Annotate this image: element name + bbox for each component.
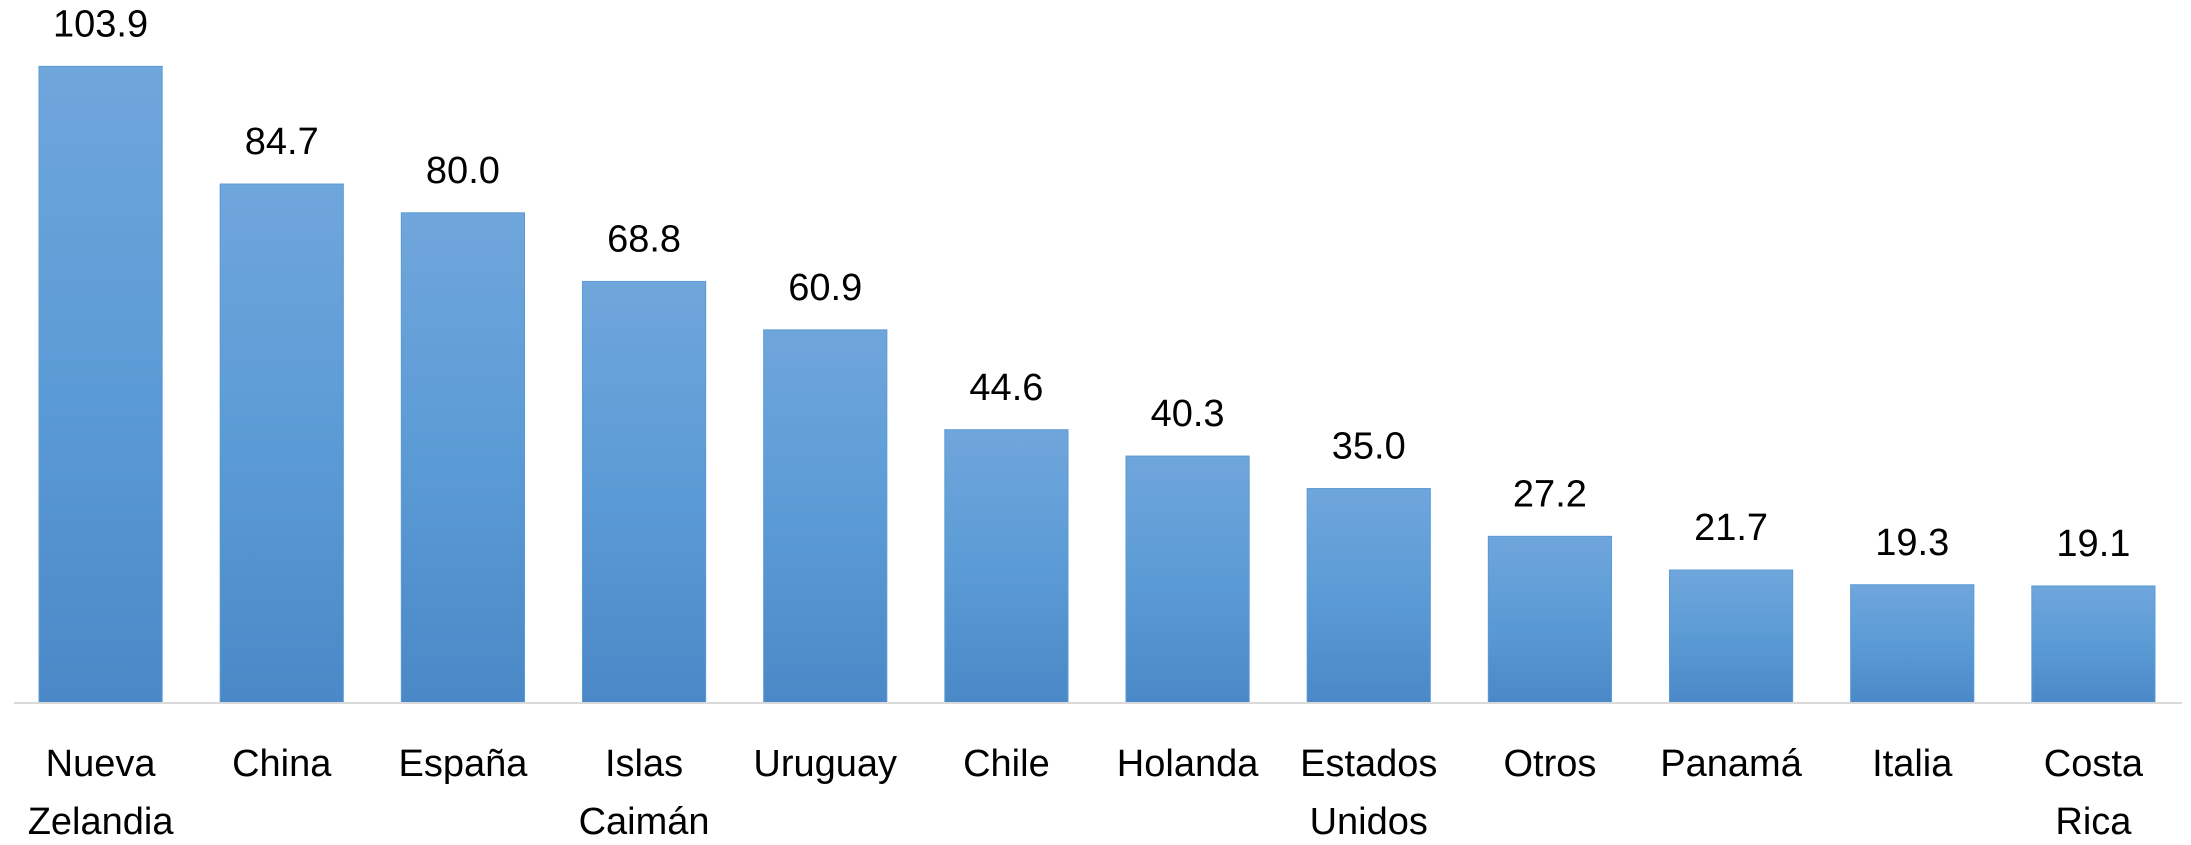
x-tick-label: España xyxy=(398,743,528,785)
bar xyxy=(219,183,344,704)
bar xyxy=(1668,569,1794,704)
data-label: 44.6 xyxy=(969,367,1043,409)
x-tick-label: Holanda xyxy=(1117,743,1259,785)
bar xyxy=(400,212,526,704)
x-tick-label: Otros xyxy=(1503,743,1596,785)
bar xyxy=(1125,455,1250,704)
data-label: 103.9 xyxy=(53,3,148,45)
bar xyxy=(1306,488,1431,704)
data-label: 27.2 xyxy=(1513,473,1587,515)
x-tick-label: Panamá xyxy=(1660,743,1802,785)
data-label: 19.3 xyxy=(1875,522,1949,564)
data-label: 35.0 xyxy=(1332,426,1406,468)
bar xyxy=(1850,584,1975,704)
bar xyxy=(38,65,163,704)
bar xyxy=(763,329,888,704)
x-tick-label: Islas Caimán xyxy=(579,743,710,843)
bar xyxy=(2031,585,2156,704)
data-label: 68.8 xyxy=(607,218,681,260)
x-tick-label: Italia xyxy=(1872,743,1953,785)
x-tick-label: Costa Rica xyxy=(2044,743,2144,843)
bar xyxy=(1487,535,1613,704)
data-label: 84.7 xyxy=(245,121,319,163)
data-label: 21.7 xyxy=(1694,507,1768,549)
bar xyxy=(581,280,707,704)
x-tick-label: Nueva Zelandia xyxy=(28,743,175,843)
data-label: 19.1 xyxy=(2056,523,2130,565)
x-tick-label: China xyxy=(232,743,332,785)
x-tick-label: Uruguay xyxy=(753,743,897,785)
bar xyxy=(944,429,1069,704)
data-label: 60.9 xyxy=(788,267,862,309)
x-tick-label: Chile xyxy=(963,743,1050,785)
x-tick-label: Estados Unidos xyxy=(1300,743,1437,843)
data-label: 40.3 xyxy=(1151,393,1225,435)
data-label: 80.0 xyxy=(426,150,500,192)
